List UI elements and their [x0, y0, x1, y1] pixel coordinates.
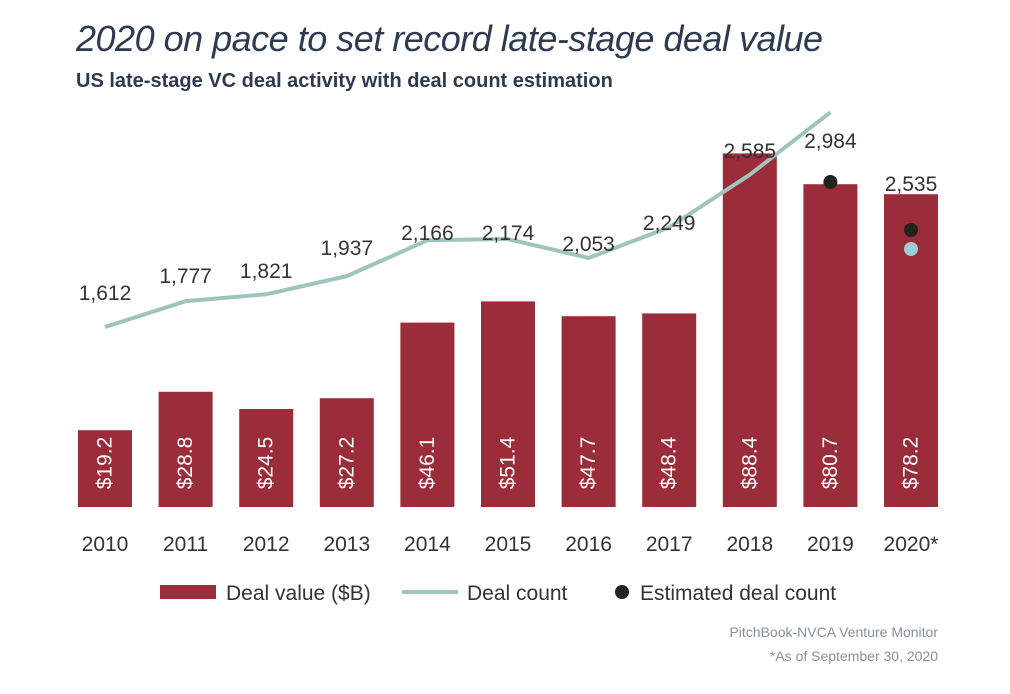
- current-count-dot-2020: [904, 242, 918, 256]
- bar-label-2016: $47.7: [577, 437, 600, 490]
- bar-label-2014: $46.1: [416, 437, 439, 490]
- legend-label-estimated: Estimated deal count: [640, 582, 836, 605]
- legend-label-deal-value: Deal value ($B): [226, 582, 371, 605]
- count-label-2020*: 2,535: [885, 173, 938, 196]
- bar-label-2012: $24.5: [255, 437, 278, 490]
- bar-label-2010: $19.2: [94, 437, 117, 490]
- x-tick-label-2017: 2017: [646, 533, 693, 556]
- count-label-2010: 1,612: [79, 282, 132, 305]
- bar-2016: [561, 316, 616, 507]
- source-note: PitchBook-NVCA Venture Monitor: [729, 624, 938, 640]
- legend-label-deal-count: Deal count: [467, 582, 568, 605]
- x-tick-label-2013: 2013: [323, 533, 370, 556]
- bar-label-2013: $27.2: [335, 437, 358, 490]
- bar-label-2011: $28.8: [174, 437, 197, 490]
- x-tick-label-2018: 2018: [726, 533, 773, 556]
- bar-2014: [400, 322, 455, 507]
- bar-2010: [78, 430, 132, 507]
- bar-label-2020*: $78.2: [900, 437, 923, 490]
- legend-swatch-estimated: [615, 585, 629, 599]
- footnote: *As of September 30, 2020: [769, 648, 938, 664]
- bar-2011: [158, 391, 213, 507]
- bar-2013: [319, 398, 374, 507]
- bar-2015: [481, 301, 535, 507]
- x-tick-label-2011: 2011: [163, 533, 208, 556]
- bar-label-2017: $48.4: [658, 436, 681, 489]
- count-label-2012: 1,821: [240, 260, 293, 283]
- count-label-2019: 2,984: [804, 130, 857, 153]
- bar-2012: [239, 409, 294, 507]
- count-label-2018: 2,585: [724, 140, 777, 163]
- bar-2019: [803, 184, 858, 507]
- count-label-2015: 2,174: [482, 222, 535, 245]
- x-tick-label-2020*: 2020*: [884, 533, 939, 556]
- chart-subtitle: US late-stage VC deal activity with deal…: [76, 70, 613, 92]
- bar-2018: [722, 153, 777, 507]
- count-label-2016: 2,053: [562, 233, 615, 256]
- x-tick-label-2015: 2015: [485, 533, 532, 556]
- x-tick-label-2012: 2012: [243, 533, 290, 556]
- bar-label-2015: $51.4: [497, 436, 520, 489]
- x-tick-label-2019: 2019: [807, 533, 854, 556]
- x-tick-label-2014: 2014: [404, 533, 451, 556]
- count-label-2011: 1,777: [159, 265, 212, 288]
- chart-title: 2020 on pace to set record late-stage de…: [76, 18, 823, 59]
- x-tick-label-2016: 2016: [565, 533, 612, 556]
- legend-swatch-deal-value: [160, 585, 216, 599]
- bar-2017: [642, 313, 697, 507]
- bar-label-2018: $88.4: [738, 436, 761, 489]
- estimated-dot-2020*: [904, 223, 918, 237]
- bar-label-2019: $80.7: [819, 437, 842, 490]
- count-label-2013: 1,937: [321, 237, 374, 260]
- deal-count-line: [104, 110, 832, 329]
- x-tick-label-2010: 2010: [82, 533, 129, 556]
- count-label-2017: 2,249: [643, 212, 696, 235]
- estimated-dot-2019: [823, 175, 838, 189]
- count-label-2014: 2,166: [401, 222, 454, 245]
